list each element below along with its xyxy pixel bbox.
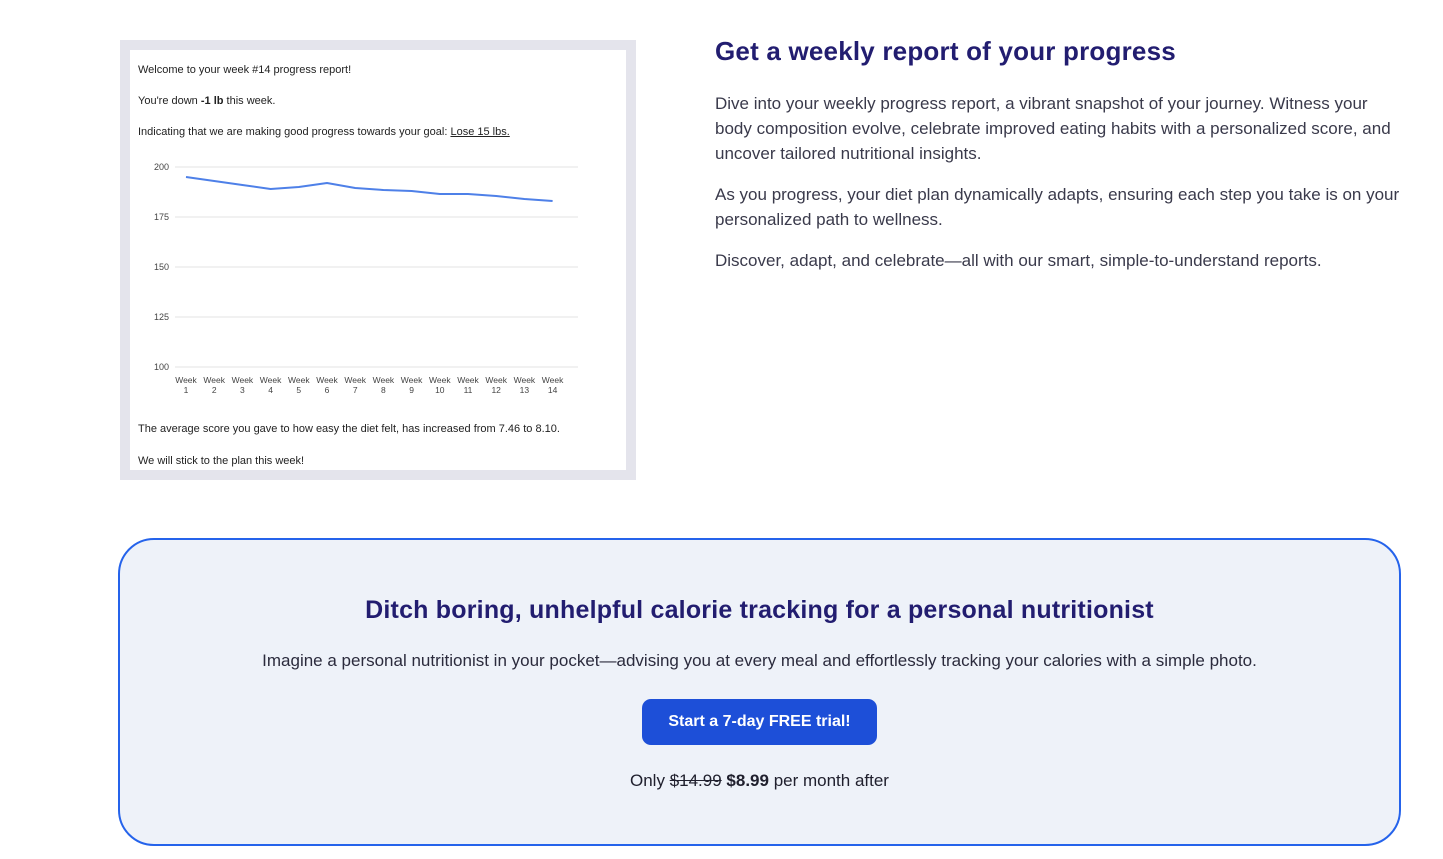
section-paragraph-2: As you progress, your diet plan dynamica…: [715, 185, 1400, 229]
weight-change-value: -1 lb: [200, 95, 224, 107]
goal-link[interactable]: Lose 15 lbs.: [450, 126, 510, 138]
svg-text:125: 125: [154, 312, 169, 322]
report-welcome-text: Welcome to your week #14 progress report…: [138, 64, 352, 76]
report-goal-text: Indicating that we are making good progr…: [138, 126, 510, 138]
svg-text:150: 150: [154, 262, 169, 272]
section-paragraph-1: Dive into your weekly progress report, a…: [715, 94, 1391, 163]
weight-trend-chart-container: 200 175 150 125 100 Week 1 Week 2 Week 3 Week 4 Week 5…: [138, 157, 618, 409]
old-price: $14.99: [669, 771, 722, 790]
svg-text:100: 100: [154, 362, 169, 372]
weight-chart: 200 175 150 125 100 Week 1 Week 2 Week 3 Week 4 Week 5…: [154, 162, 578, 395]
svg-text:200: 200: [154, 162, 169, 172]
report-closing-text: We will stick to the plan this week!: [138, 455, 305, 467]
new-price: $8.99: [726, 771, 769, 790]
section-title: Get a weekly report of your progress: [715, 36, 1176, 66]
cta-title: Ditch boring, unhelpful calorie tracking…: [365, 596, 1154, 624]
start-trial-button[interactable]: Start a 7-day FREE trial!: [642, 699, 877, 745]
pricing-text: Only $14.99 $8.99 per month after: [630, 771, 889, 790]
cta-subtitle: Imagine a personal nutritionist in your …: [262, 651, 1257, 670]
progress-report-screenshot: Welcome to your week #14 progress report…: [120, 40, 636, 480]
report-score-text: The average score you gave to how easy t…: [138, 423, 560, 435]
progress-report-email: Welcome to your week #14 progress report…: [130, 50, 626, 470]
weekly-report-section: Get a weekly report of your progress Div…: [715, 36, 1407, 289]
trial-cta-card: Ditch boring, unhelpful calorie tracking…: [118, 538, 1401, 846]
report-weight-change-text: You're down -1 lb this week.: [138, 95, 276, 107]
section-paragraph-3: Discover, adapt, and celebrate—all with …: [715, 251, 1322, 270]
svg-text:175: 175: [154, 212, 169, 222]
